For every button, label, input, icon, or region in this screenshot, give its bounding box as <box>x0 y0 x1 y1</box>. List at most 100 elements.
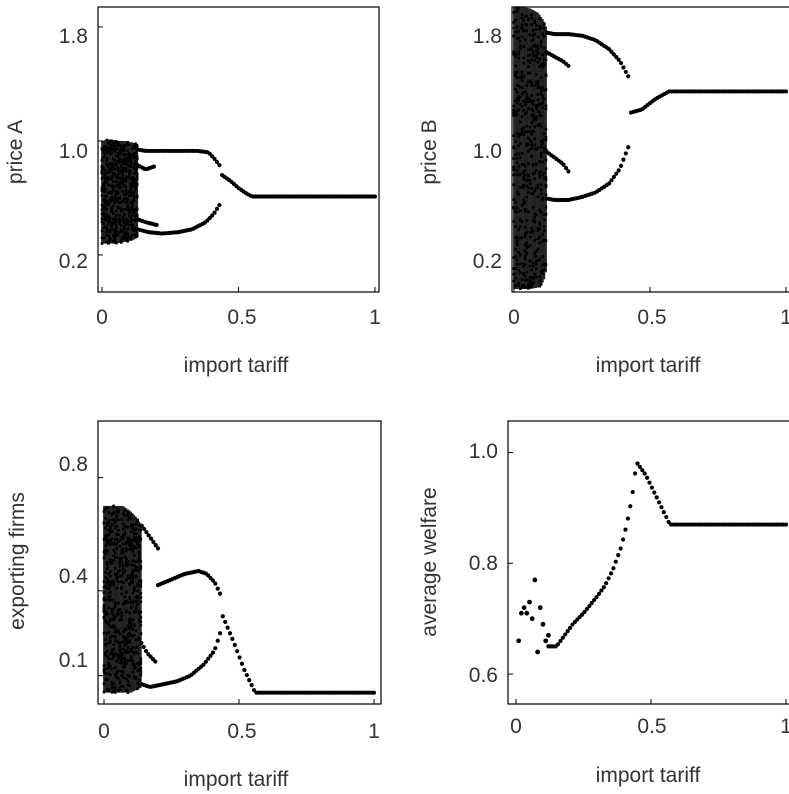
data-point <box>555 642 561 647</box>
series-0-points <box>516 577 551 655</box>
data-point <box>535 649 540 655</box>
data-point <box>540 16 543 285</box>
data-point <box>635 461 640 466</box>
data-point <box>618 546 623 551</box>
data-point <box>566 63 571 68</box>
data-point <box>623 69 628 75</box>
data-point <box>106 505 109 693</box>
data-point <box>537 605 543 611</box>
data-point <box>227 631 233 636</box>
data-point <box>212 210 217 215</box>
data-point <box>626 74 631 79</box>
data-point <box>516 638 522 644</box>
data-point <box>532 10 535 289</box>
data-point <box>137 636 142 642</box>
data-point <box>654 495 659 500</box>
data-point <box>608 571 614 576</box>
data-point <box>561 162 566 167</box>
series-4-curve <box>544 149 571 174</box>
y-tick-label: 1.0 <box>469 440 498 463</box>
data-point <box>371 690 377 695</box>
data-point <box>599 588 604 593</box>
data-point <box>644 475 650 480</box>
data-point <box>107 505 110 693</box>
data-point <box>130 511 133 693</box>
data-point <box>135 516 137 691</box>
data-point <box>521 7 523 289</box>
series-4-curve <box>135 217 159 228</box>
data-point <box>533 10 536 289</box>
data-point <box>524 7 527 289</box>
data-point <box>101 140 103 244</box>
data-point <box>144 530 149 535</box>
y-axis-label: price A <box>4 120 27 184</box>
data-point <box>115 505 118 693</box>
data-point <box>107 139 110 244</box>
data-point <box>109 505 112 693</box>
data-point <box>609 178 614 183</box>
x-tick-label: 0 <box>510 715 522 738</box>
data-point <box>120 505 123 693</box>
data-point <box>611 52 616 57</box>
data-point <box>139 640 144 646</box>
data-point <box>139 524 142 688</box>
data-point <box>538 14 541 287</box>
data-point <box>121 140 124 243</box>
y-axis-label: exporting firms <box>6 492 29 630</box>
data-point <box>614 54 619 60</box>
data-point <box>580 612 585 617</box>
data-point <box>127 509 129 693</box>
data-point <box>104 140 107 244</box>
data-point <box>625 516 630 521</box>
data-point <box>151 164 156 169</box>
data-point <box>242 667 247 673</box>
series-1-curve <box>135 147 222 168</box>
data-point <box>587 603 592 609</box>
data-point <box>606 576 611 581</box>
data-point <box>153 543 158 548</box>
data-point <box>584 606 590 612</box>
x-tick-label: 1 <box>369 306 381 329</box>
data-point <box>217 202 222 208</box>
data-point <box>203 659 208 664</box>
data-point <box>215 638 220 643</box>
data-point <box>606 181 612 186</box>
x-tick-label: 0.5 <box>227 720 256 743</box>
data-point <box>126 141 129 242</box>
series-2-curve <box>544 145 631 203</box>
data-point <box>372 194 378 199</box>
data-point <box>223 619 228 625</box>
data-point <box>563 165 569 171</box>
data-point <box>235 649 240 654</box>
x-axis-label: import tariff <box>184 768 289 791</box>
series-1-curve <box>546 461 640 649</box>
data-point <box>208 653 213 658</box>
data-point <box>110 140 113 244</box>
data-point <box>117 505 120 693</box>
y-tick-label: 0.4 <box>59 565 89 588</box>
y-tick-label: 0.1 <box>59 649 88 672</box>
data-point <box>119 505 121 693</box>
data-point <box>621 157 626 162</box>
panel-average-welfare: 0 0.5 1 0.6 0.8 1.0 import tariff averag… <box>418 420 789 787</box>
y-axis-label: average welfare <box>418 487 441 636</box>
data-point <box>529 616 535 622</box>
data-point <box>611 174 616 180</box>
series-3-curve <box>139 631 223 689</box>
data-point <box>131 513 134 692</box>
data-point <box>125 508 128 693</box>
data-point <box>532 577 538 583</box>
plot-frame <box>507 420 789 705</box>
data-point <box>529 8 531 289</box>
data-point <box>225 625 230 630</box>
y-tick-label: 0.6 <box>469 664 498 687</box>
data-point <box>244 672 249 678</box>
data-point <box>516 7 519 289</box>
data-marks <box>100 138 378 245</box>
data-point <box>563 632 568 637</box>
data-point <box>513 7 515 289</box>
x-tick-label: 0 <box>98 720 110 743</box>
series-0-band <box>102 504 143 694</box>
data-point <box>630 489 635 495</box>
